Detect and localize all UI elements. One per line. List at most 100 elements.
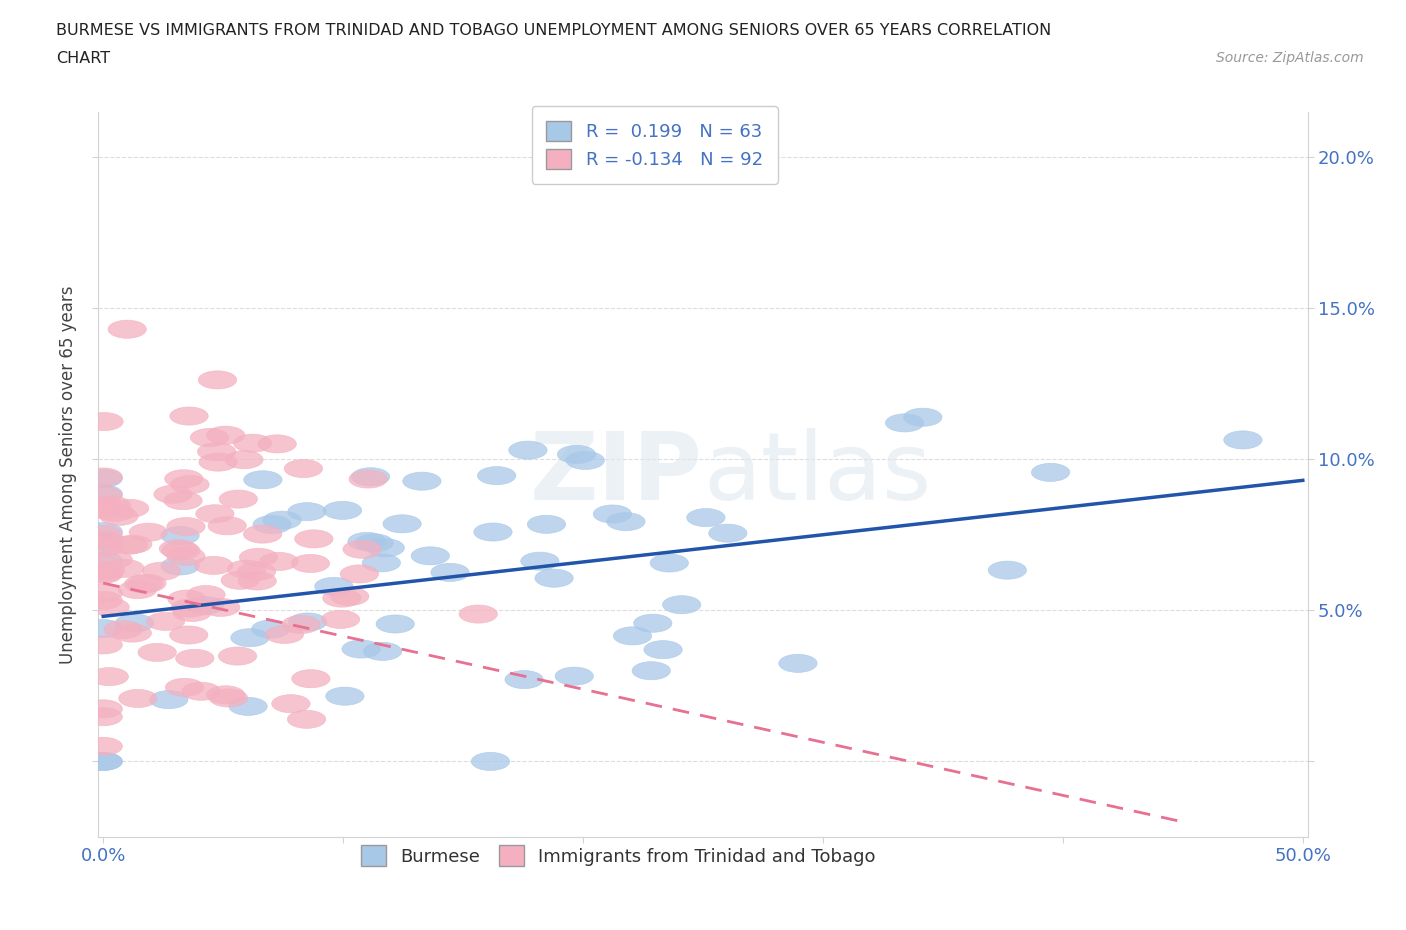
Ellipse shape [84,737,122,755]
Ellipse shape [343,540,381,558]
Ellipse shape [478,467,516,485]
Ellipse shape [146,612,184,631]
Ellipse shape [104,620,142,639]
Text: CHART: CHART [56,51,110,66]
Ellipse shape [84,533,122,551]
Ellipse shape [84,699,122,718]
Ellipse shape [281,616,321,633]
Ellipse shape [84,584,122,602]
Ellipse shape [111,499,149,517]
Ellipse shape [84,708,122,725]
Ellipse shape [326,687,364,705]
Ellipse shape [187,586,225,604]
Ellipse shape [84,486,122,504]
Ellipse shape [84,752,122,770]
Ellipse shape [84,468,122,486]
Ellipse shape [322,610,360,629]
Ellipse shape [162,557,200,575]
Ellipse shape [650,554,689,572]
Ellipse shape [266,625,304,644]
Legend: Burmese, Immigrants from Trinidad and Tobago: Burmese, Immigrants from Trinidad and To… [352,836,884,875]
Ellipse shape [238,563,276,580]
Ellipse shape [115,614,153,632]
Ellipse shape [118,689,157,708]
Ellipse shape [149,691,188,709]
Text: BURMESE VS IMMIGRANTS FROM TRINIDAD AND TOBAGO UNEMPLOYMENT AMONG SENIORS OVER 6: BURMESE VS IMMIGRANTS FROM TRINIDAD AND … [56,23,1052,38]
Ellipse shape [253,515,291,534]
Ellipse shape [93,496,131,514]
Ellipse shape [330,588,368,605]
Ellipse shape [644,641,682,658]
Ellipse shape [288,502,326,521]
Ellipse shape [84,636,122,654]
Ellipse shape [166,678,204,697]
Ellipse shape [84,619,122,638]
Ellipse shape [509,441,547,459]
Ellipse shape [291,670,330,688]
Ellipse shape [291,554,329,573]
Ellipse shape [271,695,311,712]
Ellipse shape [243,471,283,489]
Ellipse shape [160,526,200,545]
Ellipse shape [208,517,246,535]
Ellipse shape [225,451,263,469]
Ellipse shape [633,661,671,680]
Ellipse shape [323,501,361,520]
Ellipse shape [709,525,747,542]
Ellipse shape [474,523,512,541]
Ellipse shape [195,505,235,523]
Ellipse shape [402,472,441,490]
Ellipse shape [239,549,277,566]
Ellipse shape [904,408,942,426]
Ellipse shape [295,530,333,548]
Text: Source: ZipAtlas.com: Source: ZipAtlas.com [1216,51,1364,65]
Ellipse shape [207,685,245,704]
Ellipse shape [229,698,267,715]
Ellipse shape [84,538,122,557]
Ellipse shape [162,541,200,560]
Ellipse shape [170,626,208,644]
Ellipse shape [84,551,122,570]
Ellipse shape [411,547,450,565]
Ellipse shape [209,689,247,707]
Ellipse shape [84,531,122,549]
Ellipse shape [322,589,361,607]
Ellipse shape [988,561,1026,579]
Ellipse shape [84,752,122,770]
Ellipse shape [534,569,574,587]
Ellipse shape [84,565,122,582]
Ellipse shape [90,668,128,685]
Ellipse shape [198,371,236,389]
Ellipse shape [593,505,631,523]
Ellipse shape [129,524,167,541]
Ellipse shape [555,667,593,685]
Ellipse shape [527,515,565,534]
Ellipse shape [363,553,401,572]
Ellipse shape [347,532,387,551]
Ellipse shape [231,629,269,646]
Y-axis label: Unemployment Among Seniors over 65 years: Unemployment Among Seniors over 65 years [59,286,77,663]
Ellipse shape [114,535,152,553]
Ellipse shape [284,459,322,478]
Ellipse shape [349,470,388,488]
Ellipse shape [190,429,229,446]
Ellipse shape [567,451,605,470]
Ellipse shape [108,320,146,339]
Ellipse shape [198,453,238,472]
Ellipse shape [366,538,405,557]
Ellipse shape [257,435,297,453]
Ellipse shape [172,599,209,618]
Ellipse shape [471,752,509,770]
Ellipse shape [96,503,134,522]
Ellipse shape [173,604,211,621]
Ellipse shape [218,647,257,665]
Ellipse shape [197,443,236,460]
Ellipse shape [165,492,202,510]
Ellipse shape [886,414,924,432]
Ellipse shape [170,407,208,425]
Ellipse shape [170,475,209,494]
Ellipse shape [86,562,125,579]
Ellipse shape [84,591,122,609]
Ellipse shape [252,620,290,638]
Ellipse shape [105,559,143,578]
